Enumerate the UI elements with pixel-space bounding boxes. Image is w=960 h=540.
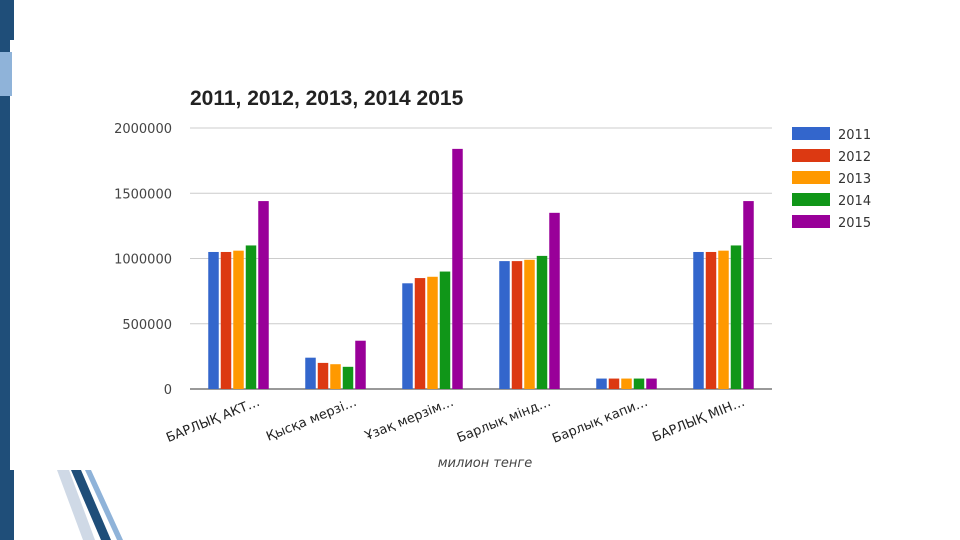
bar	[305, 357, 316, 389]
legend: 2011 2012 2013 2014 2015	[792, 127, 871, 231]
bar	[427, 276, 438, 389]
bar	[342, 366, 354, 389]
chart-title: 2011, 2012, 2013, 2014 2015	[190, 87, 464, 110]
legend-swatch	[792, 171, 830, 184]
x-tick-label: Барлық капи…	[550, 395, 650, 447]
legend-label: 2011	[838, 128, 871, 143]
bar	[633, 378, 645, 389]
legend-swatch	[792, 127, 830, 140]
y-tick-label: 1500000	[114, 187, 172, 202]
bar	[621, 378, 632, 389]
bar	[439, 271, 451, 389]
bar	[452, 148, 463, 389]
x-tick-label: Қысқа мерзі…	[264, 395, 359, 445]
bar	[330, 364, 341, 389]
x-tick-label: Барлық мінд…	[455, 395, 553, 446]
legend-label: 2013	[838, 172, 871, 187]
bar	[743, 201, 754, 389]
left-bar-accent	[0, 52, 12, 96]
y-tick-label: 0	[164, 383, 172, 398]
y-tick-label: 2000000	[114, 122, 172, 137]
y-tick-label: 500000	[122, 318, 172, 333]
bar	[499, 261, 510, 389]
left-bar-gap	[10, 40, 14, 470]
legend-label: 2014	[838, 194, 871, 209]
bar	[693, 251, 704, 389]
legend-label: 2015	[838, 216, 871, 231]
bar	[705, 251, 717, 389]
legend-swatch	[792, 193, 830, 206]
bar	[646, 378, 657, 389]
bar	[524, 259, 535, 389]
bar	[414, 278, 426, 389]
x-axis-label: милион тенге	[438, 456, 533, 471]
legend-swatch	[792, 149, 830, 162]
bar	[208, 251, 219, 389]
legend-label: 2012	[838, 150, 871, 165]
bar	[220, 251, 232, 389]
bar	[233, 250, 244, 389]
x-tick-label: Ұзақ мерзім…	[362, 395, 456, 445]
corner-stripes-decoration	[57, 470, 123, 540]
bar	[536, 255, 548, 389]
bar	[549, 212, 560, 389]
bar	[596, 378, 607, 389]
bar	[511, 261, 523, 389]
bar	[317, 362, 329, 389]
bar	[718, 250, 729, 389]
legend-swatch	[792, 215, 830, 228]
bars-layer	[208, 148, 754, 389]
bar	[245, 245, 257, 389]
bar	[730, 245, 742, 389]
x-tick-label: БАРЛЫҚ МІН…	[650, 395, 747, 446]
bar	[355, 340, 366, 389]
y-tick-label: 1000000	[114, 253, 172, 268]
bar	[258, 201, 269, 389]
grid-layer	[190, 127, 772, 390]
bar	[402, 283, 413, 389]
bar	[608, 378, 620, 389]
x-tick-label: БАРЛЫҚ АКТ…	[164, 395, 262, 446]
